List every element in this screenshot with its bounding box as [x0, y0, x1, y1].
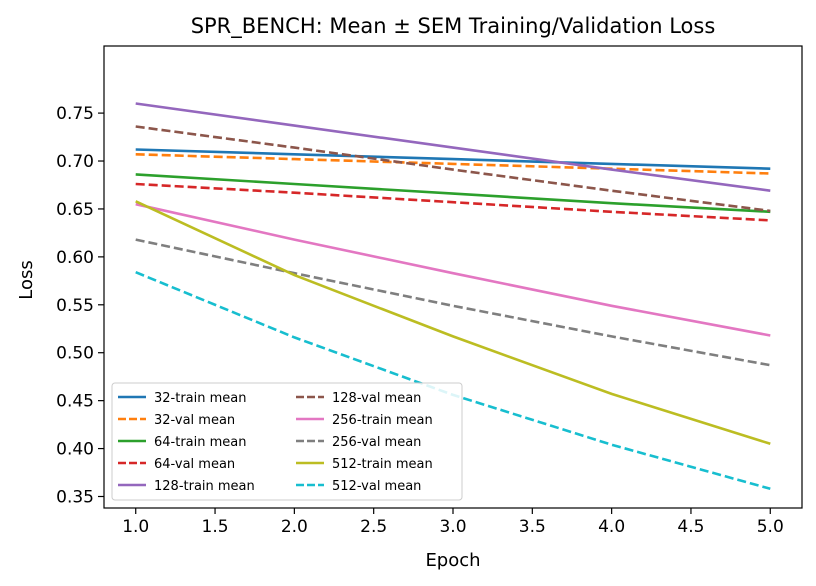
legend-label: 128-train mean [154, 479, 255, 494]
y-tick-label: 0.35 [56, 487, 94, 507]
legend-box [111, 382, 463, 501]
chart-title: SPR_BENCH: Mean ± SEM Training/Validatio… [191, 14, 716, 39]
legend-label: 256-val mean [332, 435, 421, 450]
x-tick-label: 4.5 [677, 517, 704, 537]
x-tick-label: 5.0 [757, 517, 784, 537]
y-tick-label: 0.70 [56, 152, 94, 172]
series-line-128-train-mean [135, 102, 771, 192]
legend-label: 128-val mean [332, 391, 421, 406]
legend-label: 64-val mean [154, 457, 235, 472]
y-axis-label: Loss [16, 260, 37, 299]
legend-label: 32-val mean [154, 413, 235, 428]
legend-label: 32-train mean [154, 391, 247, 406]
y-tick-label: 0.60 [56, 248, 94, 268]
x-axis: 1.0 1.5 2.0 2.5 3.0 3.5 4.0 4.5 5.0 [122, 508, 784, 537]
x-tick-label: 2.0 [281, 517, 308, 537]
x-tick-label: 1.0 [122, 517, 149, 537]
series-line-256-val-mean [135, 238, 771, 367]
legend-label: 512-val mean [332, 479, 421, 494]
series-line-32-val-mean [135, 153, 771, 175]
legend-label: 256-train mean [332, 413, 433, 428]
y-tick-label: 0.45 [56, 392, 94, 412]
series-line-128-val-mean [135, 125, 771, 213]
x-tick-label: 3.0 [439, 517, 466, 537]
x-axis-label: Epoch [425, 550, 480, 571]
y-tick-label: 0.40 [56, 440, 94, 460]
y-axis: 0.35 0.40 0.45 0.50 0.55 0.60 0.65 0.70 0.75 [56, 104, 104, 507]
series-line-64-val-mean [135, 182, 771, 222]
x-tick-label: 3.5 [519, 517, 546, 537]
y-tick-label: 0.50 [56, 344, 94, 364]
y-tick-label: 0.65 [56, 200, 94, 220]
x-tick-label: 4.0 [598, 517, 625, 537]
y-tick-label: 0.55 [56, 296, 94, 316]
x-tick-label: 2.5 [360, 517, 387, 537]
series-line-64-train-mean [135, 173, 771, 214]
plot-area [103, 45, 803, 509]
x-tick-label: 1.5 [202, 517, 229, 537]
legend-label: 512-train mean [332, 457, 433, 472]
series-line-512-train-mean [135, 200, 771, 446]
series-line-32-train-mean [135, 148, 771, 170]
legend-label: 64-train mean [154, 435, 247, 450]
series-line-256-train-mean [135, 202, 771, 337]
legend: 32-train mean 32-val mean 64-train mean 64-… [111, 382, 463, 501]
y-tick-label: 0.75 [56, 104, 94, 124]
